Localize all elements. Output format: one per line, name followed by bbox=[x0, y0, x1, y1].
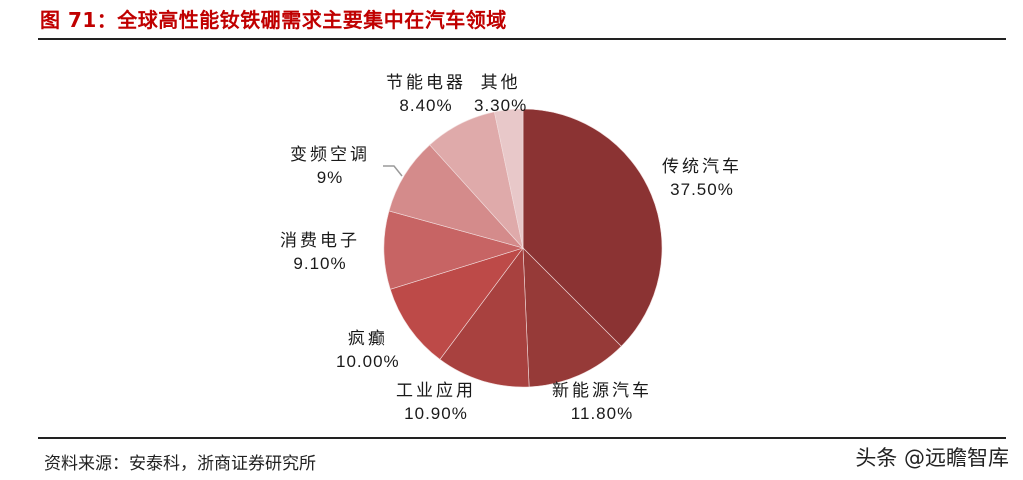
label-name: 工业应用 bbox=[396, 381, 476, 401]
footer-divider bbox=[38, 437, 1006, 439]
label-value: 3.30% bbox=[474, 96, 528, 115]
label-value: 9% bbox=[316, 168, 344, 187]
label-crazy: 疯癫 10.00% bbox=[336, 328, 400, 374]
pie-slice bbox=[439, 247, 530, 388]
label-name: 疯癫 bbox=[347, 329, 388, 349]
label-value: 8.40% bbox=[399, 96, 453, 115]
label-value: 10.00% bbox=[336, 352, 400, 371]
label-name: 变频空调 bbox=[290, 145, 370, 165]
label-name: 传统汽车 bbox=[662, 157, 742, 177]
label-name: 新能源汽车 bbox=[552, 381, 652, 401]
figure-title: 图 71：全球高性能钕铁硼需求主要集中在汽车领域 bbox=[40, 8, 507, 32]
pie-slice bbox=[522, 247, 622, 388]
label-other: 其他 3.30% bbox=[474, 72, 527, 118]
watermark: 头条 @远瞻智库 bbox=[855, 446, 1009, 470]
label-name: 节能电器 bbox=[386, 73, 466, 93]
source-note: 资料来源：安泰科，浙商证券研究所 bbox=[44, 454, 316, 474]
pie-slice bbox=[383, 210, 525, 290]
label-nev: 新能源汽车 11.80% bbox=[552, 380, 652, 426]
label-name: 其他 bbox=[480, 73, 521, 93]
label-consumer-electronics: 消费电子 9.10% bbox=[280, 230, 360, 276]
pie-slice bbox=[494, 108, 524, 249]
label-value: 10.90% bbox=[404, 404, 468, 423]
label-value: 11.80% bbox=[570, 404, 634, 423]
title-divider bbox=[38, 38, 1006, 40]
label-industrial: 工业应用 10.90% bbox=[396, 380, 476, 426]
pie-slice bbox=[389, 247, 524, 360]
pie-slice bbox=[522, 108, 663, 347]
leader-line bbox=[383, 165, 403, 177]
label-value: 37.50% bbox=[670, 180, 734, 199]
label-traditional-auto: 传统汽车 37.50% bbox=[662, 156, 742, 202]
pie-slice bbox=[388, 144, 524, 249]
label-energy-saving-appliances: 节能电器 8.40% bbox=[386, 72, 466, 118]
label-name: 消费电子 bbox=[280, 231, 360, 251]
label-value: 9.10% bbox=[293, 254, 347, 273]
label-inverter-ac: 变频空调 9% bbox=[290, 144, 370, 190]
